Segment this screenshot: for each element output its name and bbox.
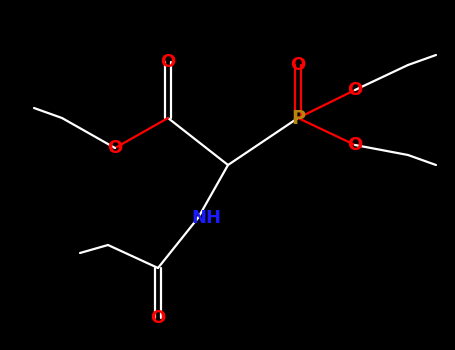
Text: O: O [347, 136, 363, 154]
Text: NH: NH [191, 209, 221, 227]
Text: O: O [347, 81, 363, 99]
Text: O: O [290, 56, 306, 74]
Text: P: P [291, 108, 305, 127]
Text: O: O [160, 53, 176, 71]
Text: O: O [107, 139, 123, 157]
Text: O: O [150, 309, 166, 327]
